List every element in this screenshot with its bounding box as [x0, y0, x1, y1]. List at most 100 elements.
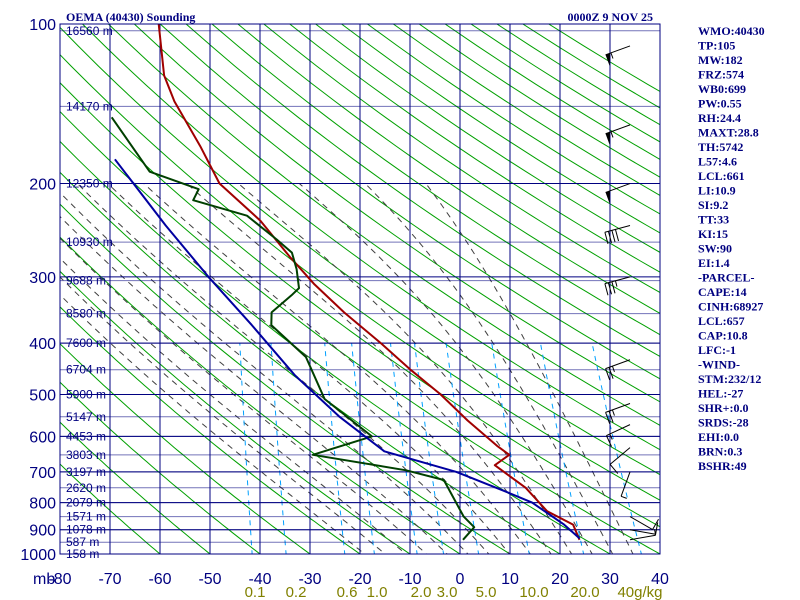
temperature-tick-label: -10: [398, 571, 421, 588]
index-value: LCL:657: [698, 314, 745, 328]
dry-adiabat: [60, 306, 361, 554]
index-value: TT:33: [698, 213, 729, 227]
height-labels: 16560 m 14170 m 12350 m 10930 m 9688 m 8580 m…: [66, 24, 113, 561]
wind-barb: [604, 225, 631, 244]
pressure-tick-label: 200: [29, 177, 56, 194]
index-value: -WIND-: [698, 358, 740, 372]
mixing-ratio-label: 0.2: [286, 584, 307, 600]
temperature-tick-label: 10: [501, 571, 519, 588]
temperature-trace: [157, 24, 581, 541]
dry-adiabat: [60, 26, 660, 476]
index-value: MAXT:28.8: [698, 126, 759, 140]
index-value: SRDS:-28: [698, 416, 749, 430]
index-value: LI:10.9: [698, 184, 736, 198]
pressure-unit-label: mb: [33, 571, 55, 588]
moist-adiabat: [60, 215, 448, 554]
temperature-tick-label: -80: [48, 571, 71, 588]
dry-adiabat: [60, 203, 511, 554]
pressure-tick-label: 1000: [20, 547, 56, 564]
index-value: BSHR:49: [698, 459, 747, 473]
wind-barb: [629, 522, 659, 535]
moist-adiabat: [76, 183, 490, 554]
height-label: 10930 m: [66, 235, 113, 249]
dewpoint-trace: [110, 116, 476, 541]
height-label: 8580 m: [66, 307, 106, 321]
chart-time: 0000Z 9 NOV 25: [568, 10, 653, 24]
wind-barb: [605, 124, 631, 146]
temperature-tick-label: 30: [601, 571, 619, 588]
height-label: 16560 m: [66, 24, 113, 38]
dry-adiabat: [107, 24, 660, 426]
index-value: MW:182: [698, 53, 743, 67]
dry-adiabat: [60, 343, 311, 554]
wind-barb-half: [609, 433, 613, 440]
wind-barb-staff: [629, 516, 653, 531]
index-value: STM:232/12: [698, 372, 761, 386]
temperature-tick-label: -70: [98, 571, 121, 588]
dry-adiabat: [60, 463, 161, 554]
wind-barb-half: [611, 365, 615, 372]
dry-adiabat: [81, 24, 660, 451]
moist-adiabat: [60, 257, 407, 554]
wind-barb: [605, 45, 631, 67]
dry-adiabat: [211, 24, 660, 336]
height-label: 14170 m: [66, 99, 113, 113]
temperature-tick-label: -50: [198, 571, 221, 588]
index-value: -PARCEL-: [698, 271, 754, 285]
dry-adiabat: [60, 140, 612, 554]
pressure-axis-labels: 100 200 300 400 500 600 700 800 900 1000: [20, 17, 56, 564]
plot-frame: [59, 23, 661, 555]
pressure-tick-label: 900: [29, 523, 56, 540]
mixing-ratio-label: 10.0: [519, 584, 548, 600]
moist-adiabat: [364, 183, 614, 554]
height-label: 3197 m: [66, 465, 106, 479]
mixing-ratio-label: 1.0: [367, 584, 388, 600]
temperature-tick-label: 40: [651, 571, 669, 588]
wind-barb-full: [611, 281, 616, 294]
mixing-ratio-label: 3.0: [437, 584, 458, 600]
index-value: SI:9.2: [698, 198, 728, 212]
pressure-tick-label: 300: [29, 270, 56, 287]
height-label: 4453 m: [66, 429, 106, 443]
index-value: LFC:-1: [698, 343, 736, 357]
dry-adiabat: [60, 110, 660, 554]
wind-barb-staff: [620, 471, 631, 497]
mixing-ratio-label: 5.0: [476, 584, 497, 600]
dry-adiabat: [60, 421, 211, 554]
index-value: FRZ:574: [698, 68, 744, 82]
moist-adiabat: [425, 183, 634, 554]
index-value: WB0:699: [698, 82, 746, 96]
height-label: 587 m: [66, 535, 99, 549]
mixing-ratio-label: 0.6: [337, 584, 358, 600]
index-value: CAP:10.8: [698, 329, 748, 343]
indices-panel: WMO:40430TP:105MW:182FRZ:574WB0:699PW:0.…: [698, 24, 765, 473]
height-label: 2620 m: [66, 481, 106, 495]
dry-adiabat: [60, 82, 660, 528]
moist-adiabat: [60, 191, 469, 554]
height-label: 5900 m: [66, 387, 106, 401]
moist-adiabats: [60, 183, 634, 554]
dry-adiabat: [60, 236, 461, 554]
wind-barb-half: [654, 529, 657, 536]
wind-barb: [609, 447, 631, 474]
wind-barb-staff: [604, 225, 631, 233]
temperature-tick-label: -20: [348, 571, 371, 588]
index-value: KI:15: [698, 227, 728, 241]
wind-barb-pennant: [605, 53, 610, 67]
index-value: CAPE:14: [698, 285, 747, 299]
wind-barb-full: [605, 412, 611, 424]
wind-barb-full: [604, 232, 609, 244]
moist-adiabat: [107, 183, 511, 554]
height-label: 158 m: [66, 547, 99, 561]
temperature-tick-label: -60: [148, 571, 171, 588]
wind-barb-full: [607, 282, 612, 295]
index-value: SW:90: [698, 242, 732, 256]
index-value: TH:5742: [698, 140, 743, 154]
sounding-traces: [110, 24, 581, 541]
index-value: EI:1.4: [698, 256, 730, 270]
wind-barb: [605, 359, 631, 381]
wind-barb: [605, 403, 631, 424]
index-value: TP:105: [698, 39, 735, 53]
moist-adiabat: [60, 276, 386, 554]
moist-adiabat: [143, 183, 531, 554]
